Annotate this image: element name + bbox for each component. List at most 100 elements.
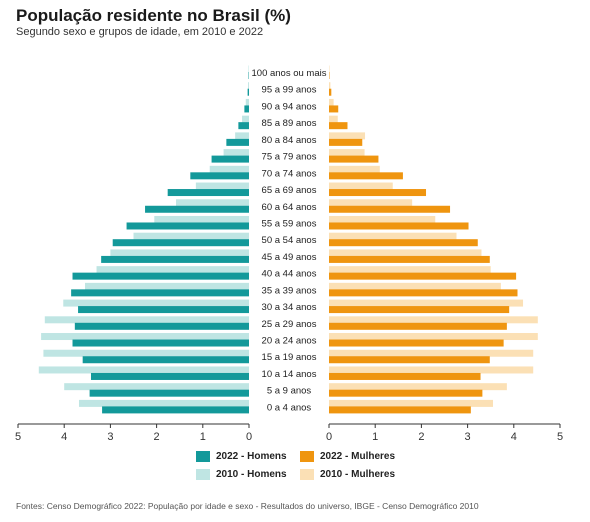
bar-mulheres-2010 [329,366,534,374]
x-tick-label-right: 3 [465,431,471,443]
x-tick-label-right: 0 [326,431,332,443]
bar-mulheres-2010 [329,215,436,223]
age-group-label: 5 a 9 anos [267,386,312,397]
age-group-label: 95 a 99 anos [262,85,317,96]
age-group-label: 90 a 94 anos [262,101,317,112]
age-group-label: 100 anos ou mais [252,68,327,79]
bar-homens-2010 [248,82,249,90]
bar-homens-2010 [41,333,249,341]
bar-homens-2022 [211,155,249,163]
bar-mulheres-2010 [329,132,366,140]
bar-mulheres-2022 [329,255,490,263]
bar-homens-2010 [63,299,249,307]
age-group-label: 15 a 19 anos [262,352,317,363]
bar-homens-2022 [244,105,249,113]
bar-mulheres-2022 [329,205,451,213]
bar-homens-2022 [112,239,250,247]
bar-mulheres-2022 [329,88,332,96]
bar-mulheres-2022 [329,289,518,297]
chart-subtitle: Segundo sexo e grupos de idade, em 2010 … [16,26,264,38]
bar-mulheres-2010 [329,282,501,290]
bar-mulheres-2010 [329,266,491,274]
bar-mulheres-2022 [329,306,510,314]
x-tick-label-left: 3 [107,431,113,443]
bar-mulheres-2022 [329,189,427,197]
bar-homens-2010 [176,199,249,207]
bar-homens-2010 [245,98,249,106]
age-group-label: 0 a 4 anos [267,402,312,413]
chart-legend: 2022 - Homens 2010 - Homens 2022 - Mulhe… [0,450,590,484]
bar-homens-2010 [96,266,249,274]
x-tick-label-left: 0 [246,431,252,443]
bar-mulheres-2022 [329,138,363,146]
bar-homens-2022 [89,389,249,397]
bar-homens-2022 [145,205,249,213]
bar-homens-2022 [82,356,250,364]
bar-homens-2010 [38,366,249,374]
bar-mulheres-2022 [329,372,481,380]
bar-mulheres-2022 [329,322,507,330]
age-group-label: 20 a 24 anos [262,336,317,347]
bar-mulheres-2010 [329,165,380,173]
legend-swatch-mulheres-2022 [300,451,314,462]
bar-homens-2022 [72,339,250,347]
bar-mulheres-2010 [329,399,494,407]
bar-homens-2022 [102,406,249,414]
chart-title: População residente no Brasil (%) [16,6,291,25]
bar-mulheres-2022 [329,222,469,230]
legend-label-homens-2010: 2010 - Homens [216,469,287,480]
age-group-label: 25 a 29 anos [262,319,317,330]
legend-label-mulheres-2010: 2010 - Mulheres [320,469,396,480]
bar-homens-2022 [126,222,249,230]
bar-mulheres-2022 [329,389,483,397]
age-group-label: 70 a 74 anos [262,168,317,179]
bar-mulheres-2022 [329,155,379,163]
age-group-label: 30 a 34 anos [262,302,317,313]
bar-homens-2010 [195,182,249,190]
bar-mulheres-2010 [329,98,334,106]
bar-mulheres-2022 [329,122,348,130]
age-group-label: 80 a 84 anos [262,135,317,146]
bar-homens-2022 [71,289,249,297]
bar-homens-2010 [43,349,249,357]
x-tick-label-right: 1 [372,431,378,443]
age-group-label: 75 a 79 anos [262,152,317,163]
bar-homens-2022 [190,172,249,180]
bar-homens-2010 [110,249,250,257]
age-group-label: 10 a 14 anos [262,369,317,380]
bar-mulheres-2010 [329,333,538,341]
bar-mulheres-2010 [329,182,393,190]
x-tick-label-right: 5 [557,431,563,443]
bar-mulheres-2022 [329,272,517,280]
bar-homens-2022 [90,372,249,380]
bar-mulheres-2022 [329,239,478,247]
bar-mulheres-2010 [329,349,534,357]
legend-swatch-homens-2022 [196,451,210,462]
legend-swatch-mulheres-2010 [300,469,314,480]
bar-homens-2010 [235,132,249,140]
bar-homens-2010 [64,383,249,391]
legend-swatch-homens-2010 [196,469,210,480]
age-group-label: 65 a 69 anos [262,185,317,196]
bar-mulheres-2010 [329,232,457,240]
bar-mulheres-2022 [329,105,339,113]
bar-mulheres-2010 [329,249,482,257]
bar-homens-2022 [78,306,249,314]
bar-homens-2022 [238,122,249,130]
age-group-label: 55 a 59 anos [262,218,317,229]
x-tick-label-right: 2 [418,431,424,443]
x-tick-label-left: 1 [200,431,206,443]
legend-label-mulheres-2022: 2022 - Mulheres [320,451,396,462]
population-pyramid-chart: 100 anos ou mais 95 a 99 anos 90 a 94 anos… [15,65,563,443]
bar-mulheres-2022 [329,406,471,414]
x-tick-label-left: 4 [61,431,67,443]
age-group-label: 35 a 39 anos [262,285,317,296]
bar-homens-2022 [101,255,249,263]
bar-homens-2010 [209,165,249,173]
age-group-label: 85 a 89 anos [262,118,317,129]
bar-mulheres-2010 [329,199,413,207]
bar-homens-2010 [223,149,249,157]
bar-homens-2022 [247,88,249,96]
source-note: Fontes: Censo Demográfico 2022: Populaçã… [16,501,479,511]
age-group-label: 40 a 44 anos [262,269,317,280]
